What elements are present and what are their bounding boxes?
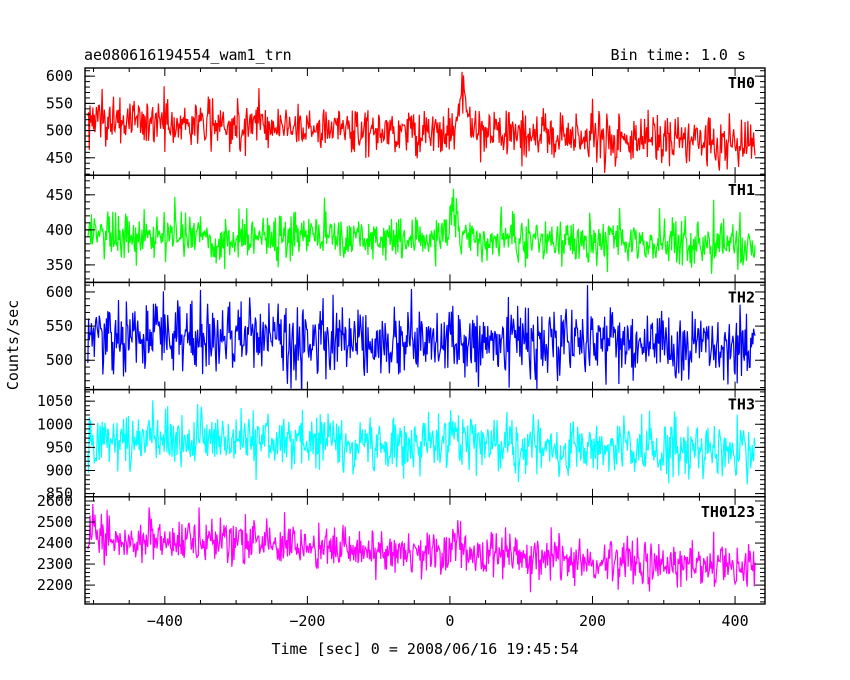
y-tick-label: 2200 bbox=[37, 576, 73, 594]
y-tick-label: 550 bbox=[46, 317, 73, 335]
panel-label: TH0123 bbox=[701, 503, 755, 521]
x-axis-label: Time [sec] 0 = 2008/06/16 19:45:54 bbox=[271, 640, 578, 658]
y-tick-label: 1050 bbox=[37, 392, 73, 410]
x-tick-label: 200 bbox=[579, 612, 606, 630]
panel-label: TH1 bbox=[728, 181, 755, 199]
panel-label: TH0 bbox=[728, 74, 755, 92]
panel-th0: 450 500 550 600 TH0 bbox=[46, 67, 766, 176]
y-tick-label: 500 bbox=[46, 351, 73, 369]
series-th3 bbox=[87, 400, 756, 485]
panel-label: TH2 bbox=[728, 288, 755, 306]
y-tick-label: 1000 bbox=[37, 415, 73, 433]
x-tick-label: 400 bbox=[722, 612, 749, 630]
y-tick-label: 950 bbox=[46, 438, 73, 456]
y-tick-label: 2400 bbox=[37, 534, 73, 552]
panel-th2: 500 550 600 TH2 bbox=[46, 281, 766, 391]
x-tick-label: −400 bbox=[147, 612, 183, 630]
y-tick-label: 550 bbox=[46, 94, 73, 112]
y-tick-label: 450 bbox=[46, 149, 73, 167]
y-tick-label: 400 bbox=[46, 221, 73, 239]
panel-th1: 350 400 450 TH1 bbox=[46, 174, 766, 284]
series-th2 bbox=[87, 285, 756, 390]
x-tick-label: 0 bbox=[445, 612, 454, 630]
series-th0123 bbox=[87, 504, 756, 593]
x-axis: −400 −200 0 200 400 bbox=[147, 612, 749, 630]
panel-frame bbox=[84, 496, 766, 605]
panel-label: TH3 bbox=[728, 396, 755, 414]
y-tick-label: 2300 bbox=[37, 555, 73, 573]
panel-th3: 850 900 950 1000 1050 TH3 bbox=[37, 388, 766, 503]
y-tick-label: 350 bbox=[46, 256, 73, 274]
panel-frame bbox=[84, 174, 766, 284]
y-tick-label: 2500 bbox=[37, 513, 73, 531]
series-th1 bbox=[87, 188, 756, 274]
y-tick-label: 900 bbox=[46, 461, 73, 479]
y-tick-label: 450 bbox=[46, 186, 73, 204]
series-th0 bbox=[87, 71, 756, 173]
y-tick-label: 600 bbox=[46, 283, 73, 301]
panels: 450 500 550 600 TH0 350 400 450 TH1 500 550 600 TH2 8… bbox=[37, 67, 766, 605]
bin-time-label: Bin time: 1.0 s bbox=[611, 46, 746, 64]
y-tick-label: 500 bbox=[46, 122, 73, 140]
panel-th0123: 2200 2300 2400 2500 2600 TH0123 bbox=[37, 492, 766, 605]
y-tick-label: 2600 bbox=[37, 492, 73, 510]
chart-title: ae080616194554_wam1_trn bbox=[84, 46, 292, 64]
y-tick-label: 600 bbox=[46, 67, 73, 85]
x-tick-label: −200 bbox=[289, 612, 325, 630]
y-tick-label: 850 bbox=[46, 485, 73, 503]
y-axis-label: Counts/sec bbox=[4, 300, 22, 390]
